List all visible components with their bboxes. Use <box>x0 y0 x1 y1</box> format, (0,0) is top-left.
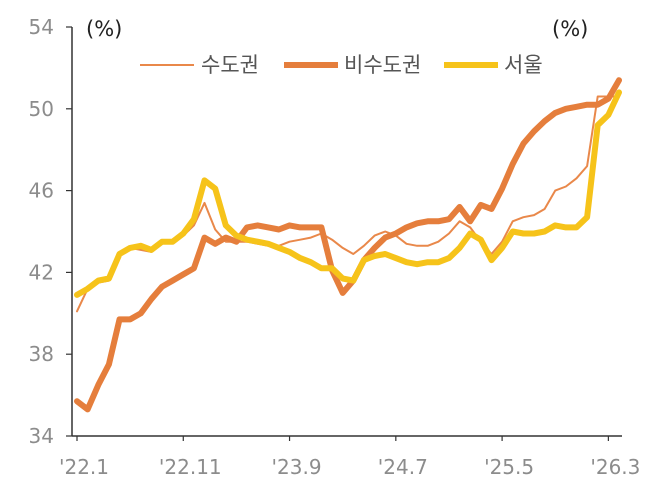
x-tick-label-0: '22.1 <box>59 455 109 479</box>
x-tick-label-3: '24.7 <box>378 455 428 479</box>
legend-label-series-0: 수도권 <box>201 53 259 77</box>
y-tick-label-3: 46 <box>29 179 54 203</box>
series-line-2 <box>74 89 622 298</box>
y-axis-ticks: 34 38 42 46 50 54 <box>29 15 72 448</box>
y-tick-label-5: 54 <box>29 15 54 39</box>
legend-label-series-1: 비수도권 <box>344 53 421 77</box>
x-axis-ticks: '22.1 '22.11 '23.9 '24.7 '25.5 '26.3 <box>59 436 640 479</box>
series-line-1 <box>74 77 622 413</box>
series-layer <box>74 77 622 413</box>
legend: 수도권 비수도권 서울 <box>140 53 543 77</box>
y-tick-label-1: 38 <box>29 342 54 366</box>
x-tick-label-5: '26.3 <box>590 455 640 479</box>
x-tick-label-1: '22.11 <box>159 455 222 479</box>
x-tick-label-4: '25.5 <box>484 455 534 479</box>
y-tick-label-4: 50 <box>29 97 54 121</box>
left-unit-label: (%) <box>86 17 122 41</box>
legend-label-series-2: 서울 <box>504 53 543 77</box>
y-tick-label-2: 42 <box>29 260 54 284</box>
x-tick-label-2: '23.9 <box>272 455 322 479</box>
y-tick-label-0: 34 <box>29 424 54 448</box>
right-unit-label: (%) <box>552 17 588 41</box>
